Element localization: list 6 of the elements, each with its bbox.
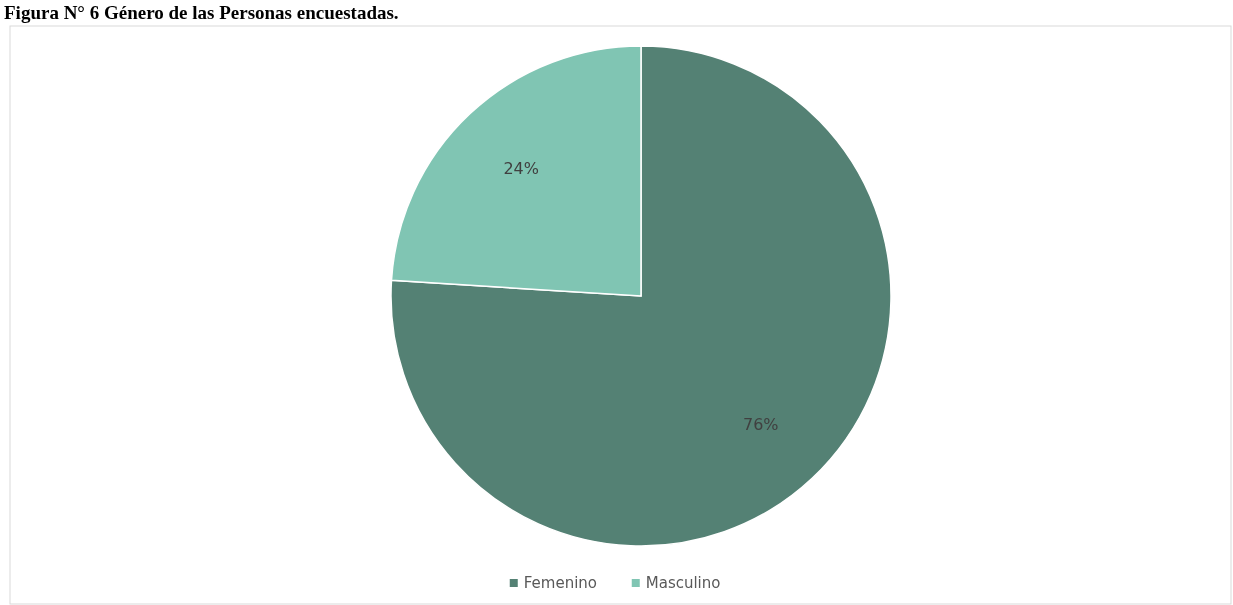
text: Figura N° 6 Género de las Personas encuestadas. [4,2,399,23]
data-label: 24% [503,159,539,179]
legend-label: Femenino [523,574,597,592]
pie-slice [390,45,892,547]
data-label: 76% [743,414,779,434]
legend-label: Masculino [645,574,721,592]
